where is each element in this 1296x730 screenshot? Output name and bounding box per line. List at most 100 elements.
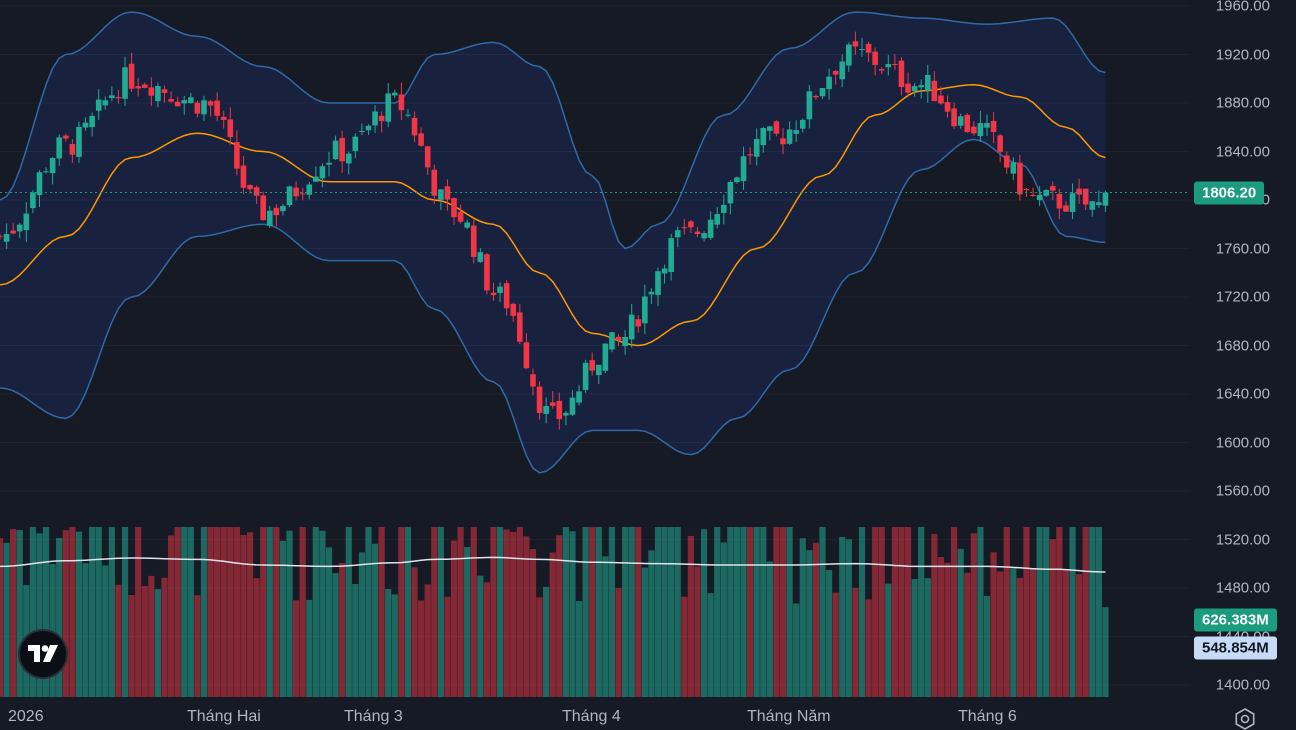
candle-body: [378, 115, 385, 122]
volume-bar: [529, 549, 537, 697]
candle-body: [536, 386, 543, 414]
candle-body: [944, 102, 951, 112]
price-tick-label: 1760.00: [1215, 240, 1270, 257]
volume-bar: [102, 565, 109, 697]
volume-bar: [1010, 568, 1017, 697]
candle-body: [569, 397, 576, 415]
volume-bar: [812, 542, 820, 697]
candle-body: [155, 85, 161, 102]
candle-body: [747, 154, 753, 156]
volume-bar: [615, 587, 622, 697]
candle-body: [714, 214, 721, 225]
candle-body: [957, 116, 964, 126]
volume-bar: [931, 534, 938, 697]
volume-bar: [924, 578, 931, 697]
candle-body: [655, 271, 661, 295]
tradingview-logo[interactable]: [18, 629, 68, 679]
time-label-2026: 2026: [8, 708, 44, 725]
volume-bar: [687, 535, 694, 697]
volume-bar: [10, 529, 17, 697]
candle-body: [319, 166, 326, 179]
candle-body: [924, 74, 931, 91]
volume-bar: [957, 548, 964, 697]
candle-body: [595, 364, 602, 376]
time-label-feb: Tháng Hai: [187, 708, 261, 725]
volume-bar: [937, 557, 945, 697]
candle-body: [793, 130, 799, 134]
volume-bar: [852, 587, 859, 697]
volume-bar: [773, 527, 780, 697]
candle-body: [313, 176, 319, 182]
candle-body: [69, 144, 76, 155]
price-tick-label: 1920.00: [1215, 46, 1270, 63]
volume-bar: [885, 583, 892, 697]
volume-bar: [260, 527, 267, 697]
settings-icon[interactable]: [1234, 708, 1256, 730]
price-tick-label: 1960.00: [1215, 0, 1270, 15]
candle-body: [273, 207, 280, 216]
volume-bar: [293, 600, 300, 697]
candle-body: [918, 85, 924, 88]
time-label-mar: Tháng 3: [344, 708, 403, 725]
candle-body: [668, 238, 674, 273]
candle-body: [3, 233, 10, 242]
volume-bar: [286, 530, 293, 697]
candle-body: [582, 362, 589, 390]
candle-body: [457, 211, 464, 222]
candle-body: [688, 221, 694, 228]
volume-bar: [496, 527, 504, 697]
volume-bar: [760, 527, 767, 697]
candle-body: [188, 97, 194, 103]
volume-bar: [148, 575, 155, 697]
candle-body: [1010, 162, 1017, 174]
volume-bar: [845, 539, 852, 697]
candle-body: [661, 268, 668, 274]
volume-bar: [95, 527, 102, 697]
candle-body: [734, 177, 740, 183]
volume-bar: [3, 542, 10, 697]
volume-bar: [681, 596, 688, 697]
candle-body: [293, 187, 299, 197]
candle-body: [418, 133, 424, 146]
candle-body: [846, 44, 852, 66]
candle-body: [543, 406, 549, 414]
volume-bar: [575, 601, 583, 697]
volume-bar: [832, 592, 839, 697]
candle-body: [773, 121, 780, 134]
volume-bar: [273, 527, 280, 697]
candle-body: [721, 204, 727, 213]
candle-body: [1023, 189, 1030, 191]
volume-bar: [214, 527, 221, 697]
candle-body: [753, 139, 760, 157]
candle-body: [253, 187, 260, 196]
candle-body: [503, 283, 510, 309]
volume-bar: [753, 527, 760, 697]
volume-bar: [523, 536, 530, 697]
candle-body: [497, 286, 503, 294]
volume-bar: [464, 547, 471, 697]
price-tick-label: 1560.00: [1215, 482, 1270, 500]
volume-bar: [543, 586, 550, 697]
candle-body: [326, 162, 332, 165]
volume-bar: [911, 578, 918, 697]
time-label-apr: Tháng 4: [562, 708, 621, 725]
volume-bar: [608, 527, 616, 697]
time-label-may: Tháng Năm: [747, 708, 831, 725]
volume-bar: [740, 527, 747, 697]
candle-body: [280, 206, 286, 212]
candle-body: [905, 83, 911, 93]
candle-body: [135, 86, 141, 89]
candle-body: [220, 116, 227, 120]
volume-bar: [595, 527, 602, 697]
volume-bar: [694, 566, 701, 697]
candle-body: [707, 219, 714, 238]
candle-body: [352, 136, 359, 152]
candle-body: [63, 135, 69, 139]
volume-bar: [918, 527, 925, 697]
volume-bar: [358, 552, 365, 697]
volume-bar: [641, 567, 648, 697]
volume-bar: [747, 527, 754, 697]
volume-bar: [635, 527, 642, 697]
candle-body: [819, 88, 826, 97]
